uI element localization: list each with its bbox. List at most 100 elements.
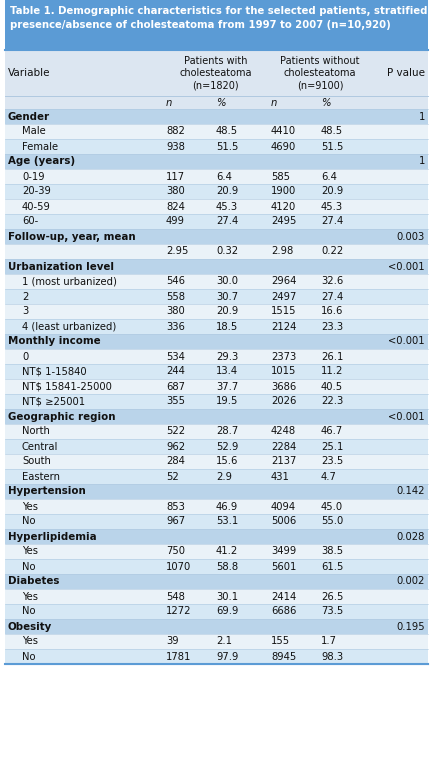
Text: 380: 380 bbox=[166, 186, 185, 197]
Text: 2495: 2495 bbox=[271, 217, 296, 227]
Bar bbox=[5, 559, 428, 574]
Text: Female: Female bbox=[22, 142, 58, 152]
Text: 967: 967 bbox=[166, 516, 185, 526]
Text: 30.1: 30.1 bbox=[216, 591, 238, 601]
Text: 19.5: 19.5 bbox=[216, 397, 239, 407]
Text: 117: 117 bbox=[166, 172, 185, 182]
Bar bbox=[5, 50, 428, 96]
Text: %: % bbox=[321, 97, 330, 107]
Text: No: No bbox=[22, 607, 36, 617]
Text: 55.0: 55.0 bbox=[321, 516, 343, 526]
Text: Yes: Yes bbox=[22, 546, 38, 557]
Text: Yes: Yes bbox=[22, 637, 38, 647]
Text: 5601: 5601 bbox=[271, 561, 296, 571]
Text: No: No bbox=[22, 516, 36, 526]
Text: 4410: 4410 bbox=[271, 126, 296, 136]
Bar bbox=[5, 0, 428, 50]
Bar bbox=[5, 544, 428, 559]
Bar bbox=[5, 514, 428, 529]
Text: 20.9: 20.9 bbox=[321, 186, 343, 197]
Text: n: n bbox=[271, 97, 278, 107]
Text: %: % bbox=[216, 97, 226, 107]
Text: Hyperlipidemia: Hyperlipidemia bbox=[8, 532, 97, 542]
Text: 13.4: 13.4 bbox=[216, 366, 238, 377]
Text: 48.5: 48.5 bbox=[216, 126, 238, 136]
Text: 26.1: 26.1 bbox=[321, 352, 343, 362]
Text: 20.9: 20.9 bbox=[216, 186, 238, 197]
Text: 53.1: 53.1 bbox=[216, 516, 238, 526]
Text: 51.5: 51.5 bbox=[216, 142, 239, 152]
Text: 0.142: 0.142 bbox=[397, 486, 425, 496]
Text: 336: 336 bbox=[166, 322, 185, 332]
Bar bbox=[5, 454, 428, 469]
Text: 824: 824 bbox=[166, 201, 185, 211]
Text: 1272: 1272 bbox=[166, 607, 191, 617]
Text: 4.7: 4.7 bbox=[321, 472, 337, 482]
Bar bbox=[5, 589, 428, 604]
Bar bbox=[5, 199, 428, 214]
Bar bbox=[5, 499, 428, 514]
Text: 1.7: 1.7 bbox=[321, 637, 337, 647]
Text: 2964: 2964 bbox=[271, 277, 296, 286]
Bar bbox=[5, 424, 428, 439]
Text: 37.7: 37.7 bbox=[216, 381, 238, 391]
Text: <0.001: <0.001 bbox=[388, 411, 425, 421]
Bar bbox=[5, 439, 428, 454]
Text: Patients with
cholesteatoma
(n=1820): Patients with cholesteatoma (n=1820) bbox=[179, 56, 252, 90]
Text: 548: 548 bbox=[166, 591, 185, 601]
Text: 1900: 1900 bbox=[271, 186, 296, 197]
Text: No: No bbox=[22, 652, 36, 662]
Text: 2373: 2373 bbox=[271, 352, 296, 362]
Text: <0.001: <0.001 bbox=[388, 336, 425, 346]
Text: 0.195: 0.195 bbox=[396, 621, 425, 631]
Text: 1015: 1015 bbox=[271, 366, 296, 377]
Text: <0.001: <0.001 bbox=[388, 261, 425, 271]
Text: 853: 853 bbox=[166, 502, 185, 512]
Bar bbox=[5, 184, 428, 199]
Text: 2137: 2137 bbox=[271, 457, 296, 466]
Text: 27.4: 27.4 bbox=[321, 217, 343, 227]
Text: 0.32: 0.32 bbox=[216, 247, 238, 257]
Text: Male: Male bbox=[22, 126, 46, 136]
Bar bbox=[5, 244, 428, 259]
Text: 4690: 4690 bbox=[271, 142, 296, 152]
Text: 5006: 5006 bbox=[271, 516, 296, 526]
Text: 882: 882 bbox=[166, 126, 185, 136]
Bar bbox=[5, 96, 428, 109]
Text: NT$ ≥25001: NT$ ≥25001 bbox=[22, 397, 85, 407]
Text: 4094: 4094 bbox=[271, 502, 296, 512]
Text: 73.5: 73.5 bbox=[321, 607, 343, 617]
Text: P value: P value bbox=[387, 68, 425, 78]
Text: 431: 431 bbox=[271, 472, 290, 482]
Bar bbox=[5, 649, 428, 664]
Text: 0-19: 0-19 bbox=[22, 172, 45, 182]
Bar bbox=[5, 109, 428, 124]
Text: 2.98: 2.98 bbox=[271, 247, 293, 257]
Text: 16.6: 16.6 bbox=[321, 306, 343, 316]
Text: 28.7: 28.7 bbox=[216, 427, 238, 437]
Text: 0.22: 0.22 bbox=[321, 247, 343, 257]
Text: 1: 1 bbox=[419, 156, 425, 166]
Text: Age (years): Age (years) bbox=[8, 156, 75, 166]
Text: Hypertension: Hypertension bbox=[8, 486, 86, 496]
Text: Monthly income: Monthly income bbox=[8, 336, 100, 346]
Text: 58.8: 58.8 bbox=[216, 561, 238, 571]
Bar bbox=[5, 214, 428, 229]
Text: Yes: Yes bbox=[22, 502, 38, 512]
Text: 32.6: 32.6 bbox=[321, 277, 343, 286]
Text: 27.4: 27.4 bbox=[321, 292, 343, 302]
Text: 45.3: 45.3 bbox=[321, 201, 343, 211]
Text: 39: 39 bbox=[166, 637, 179, 647]
Text: 46.9: 46.9 bbox=[216, 502, 238, 512]
Text: 40-59: 40-59 bbox=[22, 201, 51, 211]
Text: n: n bbox=[166, 97, 172, 107]
Text: 380: 380 bbox=[166, 306, 185, 316]
Text: 45.3: 45.3 bbox=[216, 201, 238, 211]
Text: Patients without
cholesteatoma
(n=9100): Patients without cholesteatoma (n=9100) bbox=[280, 56, 360, 90]
Text: 1781: 1781 bbox=[166, 652, 191, 662]
Text: 2.1: 2.1 bbox=[216, 637, 232, 647]
Text: 546: 546 bbox=[166, 277, 185, 286]
Text: 2: 2 bbox=[22, 292, 29, 302]
Text: 1515: 1515 bbox=[271, 306, 297, 316]
Text: 499: 499 bbox=[166, 217, 185, 227]
